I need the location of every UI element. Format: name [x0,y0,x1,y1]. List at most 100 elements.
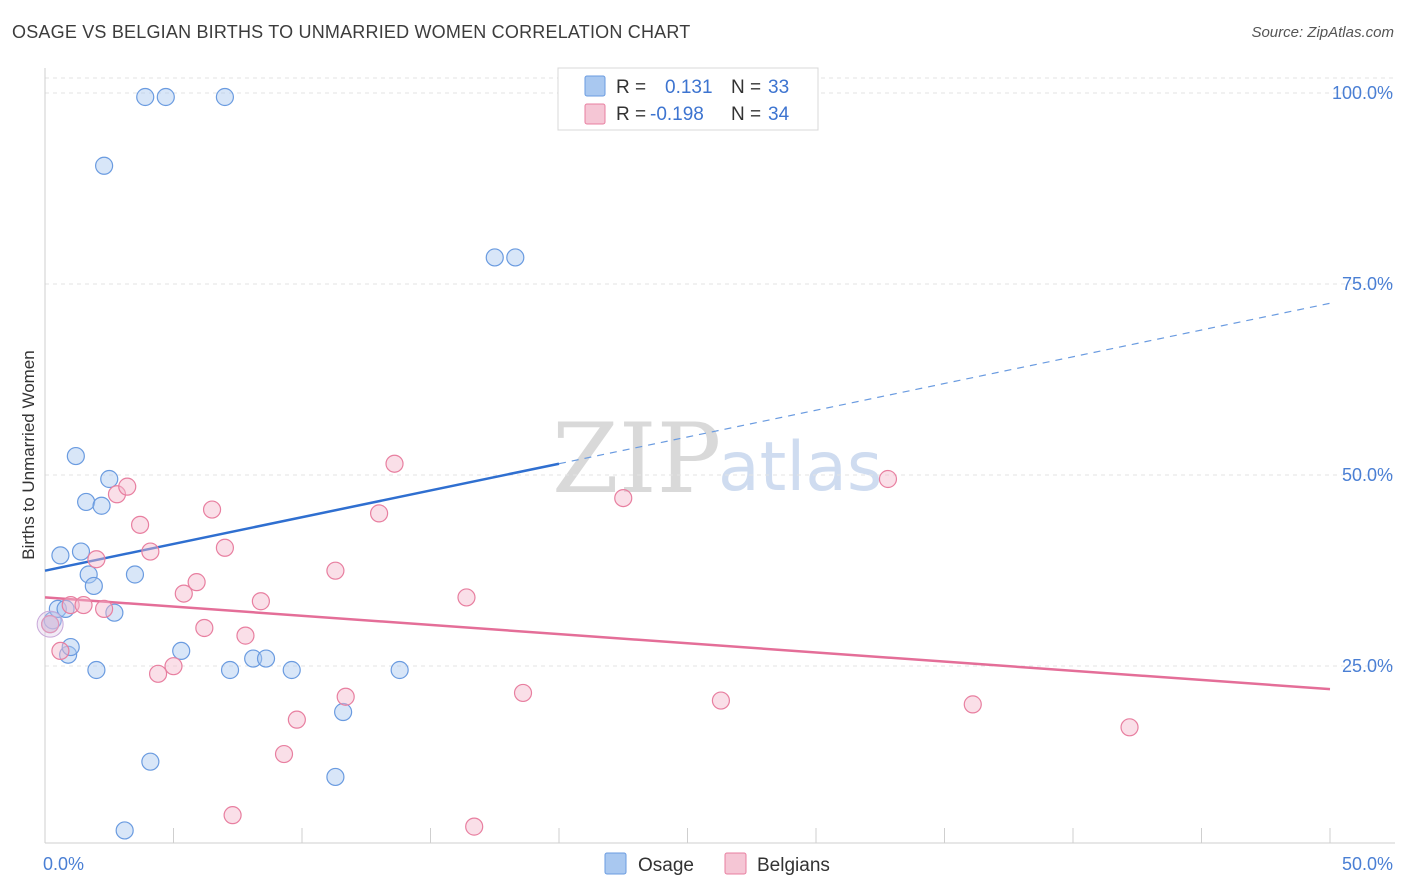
point-belgians [41,615,60,634]
y-tick-labels: 25.0% 50.0% 75.0% 100.0% [1332,83,1393,676]
point-osage [141,752,160,771]
point-osage [105,603,124,622]
point-osage [115,821,134,840]
legend-n-value-belgians: 34 [768,104,790,125]
y-axis-label: Births to Unmarried Women [19,350,38,559]
bottom-legend-label-belgians: Belgians [757,855,830,876]
point-osage [156,87,175,107]
point-belgians [251,592,270,611]
trendline-osage-extension [558,302,1331,465]
point-osage [282,660,301,680]
trendline-belgians [44,596,1331,691]
point-belgians [513,683,533,703]
legend-r-label-belgians: R = [616,104,646,125]
point-belgians [215,538,234,557]
y-tick-label: 25.0% [1342,656,1393,676]
point-osage [66,446,85,466]
point-osage [390,660,409,680]
legend-swatch-osage [584,75,606,97]
legend-n-label-osage: N = [731,77,761,98]
point-belgians [336,687,355,706]
y-tick-label: 100.0% [1332,83,1393,103]
legend-swatch-belgians [584,103,606,125]
point-belgians [130,515,150,534]
watermark-zip: ZIP [552,403,721,515]
point-belgians [164,657,183,676]
trendline-osage [44,462,560,572]
point-belgians [174,584,193,603]
point-belgians [1120,718,1139,737]
point-osage [100,469,119,489]
point-belgians [195,618,214,638]
point-belgians [148,664,168,683]
series-legend: Osage Belgians [604,852,830,876]
legend-r-value-belgians: -0.198 [650,104,704,125]
point-osage [334,702,353,722]
point-belgians [107,485,127,504]
chart-title: OSAGE VS BELGIAN BIRTHS TO UNMARRIED WOM… [12,22,691,42]
bottom-legend-swatch-belgians [724,852,747,875]
point-belgians [326,561,345,580]
point-belgians [236,626,255,645]
point-belgians [61,595,80,615]
gridlines [45,77,1395,667]
point-belgians [878,469,898,489]
point-belgians [465,817,484,836]
data-points [36,87,1139,840]
point-belgians [74,595,93,615]
bottom-legend-swatch-osage [604,852,627,875]
y-tick-label: 50.0% [1342,465,1393,485]
point-belgians [51,641,70,661]
x-tick-labels: 0.0% 50.0% [43,854,1393,874]
point-osage [506,248,525,267]
point-osage [87,660,106,680]
point-osage [84,576,103,596]
point-belgians [118,477,137,496]
point-osage [172,641,191,661]
point-belgians [274,744,294,764]
point-osage [485,248,504,267]
x-tick-label: 50.0% [1342,854,1393,874]
trendlines [44,302,1331,691]
point-osage [71,542,91,561]
point-belgians [370,504,389,523]
point-osage [256,649,276,668]
bottom-legend-label-osage: Osage [638,855,694,876]
point-cluster [36,610,64,638]
legend-r-label-osage: R = [616,77,646,98]
correlation-legend: R = 0.131 N = 33 R = -0.198 N = 34 [557,67,819,131]
point-belgians [287,710,306,729]
point-osage [215,87,234,107]
point-belgians [385,454,404,473]
legend-r-value-osage: 0.131 [665,77,713,98]
point-osage [136,87,155,107]
point-osage [51,546,70,565]
legend-n-value-osage: 33 [768,77,789,98]
point-belgians [141,542,160,561]
point-belgians [711,691,731,710]
x-tick-label: 0.0% [43,854,84,874]
point-osage [95,156,114,175]
point-belgians [223,806,242,825]
y-tick-label: 75.0% [1342,274,1393,294]
point-belgians [87,550,106,569]
point-osage [125,565,145,584]
legend-n-label-belgians: N = [731,104,761,125]
point-osage [92,496,111,515]
point-osage [79,565,98,584]
point-belgians [187,573,206,592]
point-osage [220,660,240,680]
point-osage [244,649,263,668]
point-osage [326,767,345,787]
axes [44,68,1395,844]
point-belgians [457,588,476,607]
point-osage [61,637,80,657]
point-belgians [202,500,222,519]
watermark-atlas: atlas [718,428,882,507]
source-label: Source: ZipAtlas.com [1251,24,1394,41]
point-belgians [95,599,114,618]
point-osage [77,492,96,512]
point-belgians [614,489,633,508]
point-belgians [963,695,982,714]
